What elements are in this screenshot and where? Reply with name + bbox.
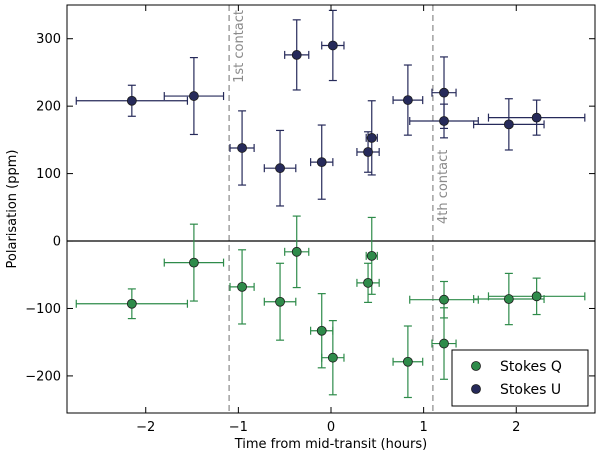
data-point	[316, 325, 327, 336]
contact-label: 4th contact	[436, 150, 451, 224]
data-point	[237, 143, 247, 153]
y-tick-label: 100	[36, 167, 61, 182]
data-points	[126, 40, 542, 367]
legend-label-stokes-q: Stokes Q	[500, 359, 562, 375]
data-point	[126, 95, 137, 106]
data-point	[275, 163, 285, 174]
data-point	[316, 157, 327, 168]
data-point	[126, 298, 137, 309]
data-point	[439, 116, 449, 126]
data-point	[531, 112, 542, 123]
legend: Stokes Q Stokes U	[451, 349, 589, 407]
data-point	[189, 257, 199, 268]
x-tick-label: 1	[419, 420, 427, 435]
legend-marker-stokes-q	[471, 361, 481, 371]
x-tick-label: −1	[229, 420, 248, 435]
legend-label-stokes-u: Stokes U	[500, 382, 561, 398]
x-tick-label: −2	[136, 420, 155, 435]
data-point	[503, 119, 514, 130]
data-point	[402, 356, 413, 367]
y-axis-ticks: −200 −100 0 100 200 300	[25, 32, 595, 384]
contact-lines: 1st contact 4th contact	[228, 5, 451, 413]
x-tick-label: 2	[512, 420, 520, 435]
y-tick-label: 0	[53, 235, 61, 250]
data-point	[189, 91, 199, 101]
data-point	[327, 40, 338, 51]
data-point	[327, 352, 338, 363]
data-point	[366, 132, 377, 143]
data-point	[439, 338, 449, 349]
data-point	[366, 250, 377, 261]
data-point	[291, 246, 302, 257]
legend-box	[451, 349, 589, 407]
x-axis-title: Time from mid-transit (hours)	[234, 437, 428, 452]
y-tick-label: −100	[25, 302, 61, 317]
data-point	[363, 277, 373, 288]
data-point	[237, 281, 247, 292]
data-point	[291, 50, 302, 60]
data-point	[439, 87, 449, 98]
data-point	[439, 294, 449, 305]
data-point	[402, 95, 413, 105]
data-point	[363, 147, 373, 157]
legend-marker-stokes-u	[471, 384, 481, 394]
data-point	[531, 291, 542, 302]
data-point	[275, 296, 285, 307]
y-tick-label: −200	[25, 369, 61, 384]
plot-area	[67, 5, 595, 413]
y-tick-label: 200	[36, 100, 61, 115]
data-point	[503, 294, 514, 304]
x-axis-ticks: −2 −1 0 1 2	[136, 5, 520, 435]
y-axis-title: Polarisation (ppm)	[5, 150, 20, 269]
contact-label: 1st contact	[232, 10, 247, 83]
x-tick-label: 0	[327, 420, 335, 435]
y-tick-label: 300	[36, 32, 61, 47]
